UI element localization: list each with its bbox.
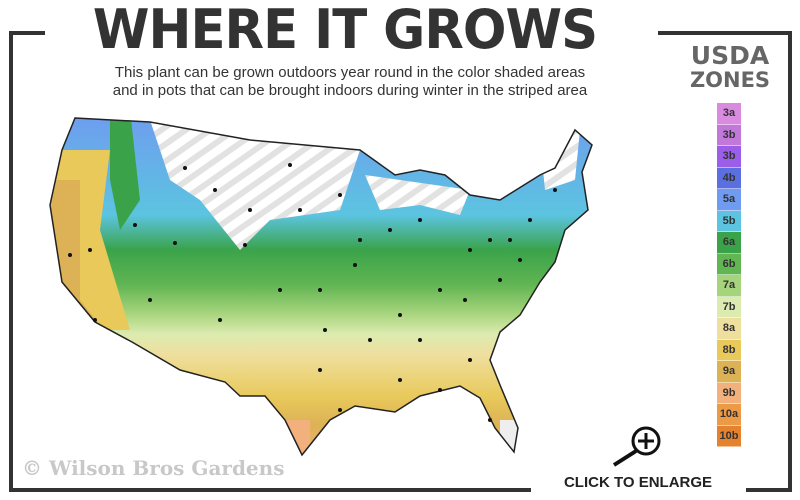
city-marker: [298, 208, 302, 212]
legend-zone-9b: 9b: [717, 382, 741, 404]
city-marker: [338, 408, 342, 412]
map-fill: [50, 118, 592, 455]
legend-zone-8b: 8b: [717, 339, 741, 361]
subtitle-line: and in pots that can be brought indoors …: [112, 82, 588, 99]
frame-bottom-left: [9, 488, 531, 492]
legend-zone-10a: 10a: [717, 404, 741, 426]
city-marker: [398, 313, 402, 317]
frame-bottom-right: [746, 488, 792, 492]
city-marker: [88, 248, 92, 252]
city-marker: [528, 218, 532, 222]
city-marker: [438, 388, 442, 392]
legend-zone-7b: 7b: [717, 296, 741, 318]
city-marker: [398, 378, 402, 382]
city-marker: [213, 188, 217, 192]
city-marker: [288, 163, 292, 167]
subtitle-line: This plant can be grown outdoors year ro…: [114, 64, 586, 81]
legend-title-line: ZONES: [689, 68, 771, 92]
legend-zone-6b: 6b: [717, 253, 741, 275]
click-to-enlarge-button[interactable]: CLICK TO ENLARGE: [563, 474, 713, 491]
magnifier-plus-icon[interactable]: [610, 425, 666, 469]
city-marker: [68, 253, 72, 257]
city-marker: [338, 193, 342, 197]
zone-legend: 3a 3b 3b 4b 5a 5b 6a 6b 7a 7b 8a 8b 9a 9b 10a 10b: [717, 103, 741, 447]
legend-zone-5a: 5a: [717, 189, 741, 211]
legend-zone-3a: 3a: [717, 103, 741, 125]
city-marker: [323, 328, 327, 332]
legend-title: USDA ZONES: [680, 41, 780, 92]
city-marker: [318, 368, 322, 372]
legend-zone-6a: 6a: [717, 232, 741, 254]
page-title: WHERE IT GROWS: [92, 0, 598, 61]
legend-zone-7a: 7a: [717, 275, 741, 297]
city-marker: [418, 218, 422, 222]
city-marker: [468, 358, 472, 362]
city-marker: [418, 338, 422, 342]
city-marker: [468, 248, 472, 252]
city-marker: [318, 288, 322, 292]
city-marker: [243, 243, 247, 247]
watermark: © Wilson Bros Gardens: [22, 456, 285, 480]
frame-left: [9, 31, 13, 492]
city-marker: [518, 258, 522, 262]
legend-title-line: USDA: [690, 41, 770, 70]
city-marker: [463, 298, 467, 302]
legend-zone-4b: 4b: [717, 167, 741, 189]
city-marker: [218, 318, 222, 322]
us-outline: [49, 117, 593, 457]
city-marker: [248, 208, 252, 212]
city-marker: [353, 263, 357, 267]
city-marker: [93, 318, 97, 322]
legend-zone-9a: 9a: [717, 361, 741, 383]
legend-zone-10b: 10b: [717, 425, 741, 447]
legend-zone-3b: 3b: [717, 146, 741, 168]
city-marker: [368, 338, 372, 342]
frame-top-right: [658, 31, 792, 35]
city-marker: [148, 298, 152, 302]
city-marker: [278, 288, 282, 292]
city-marker: [498, 278, 502, 282]
city-marker: [488, 418, 492, 422]
legend-zone-3b: 3b: [717, 124, 741, 146]
city-marker: [173, 241, 177, 245]
city-marker: [358, 238, 362, 242]
legend-zone-5b: 5b: [717, 210, 741, 232]
city-marker: [388, 228, 392, 232]
subtitle: This plant can be grown outdoors year ro…: [50, 64, 650, 100]
frame-top-left: [9, 31, 45, 35]
city-marker: [438, 288, 442, 292]
city-marker: [488, 238, 492, 242]
city-marker: [553, 188, 557, 192]
city-markers: [68, 163, 557, 422]
frame-right: [788, 31, 792, 492]
city-marker: [508, 238, 512, 242]
city-marker: [183, 166, 187, 170]
city-marker: [133, 223, 137, 227]
legend-zone-8a: 8a: [717, 318, 741, 340]
